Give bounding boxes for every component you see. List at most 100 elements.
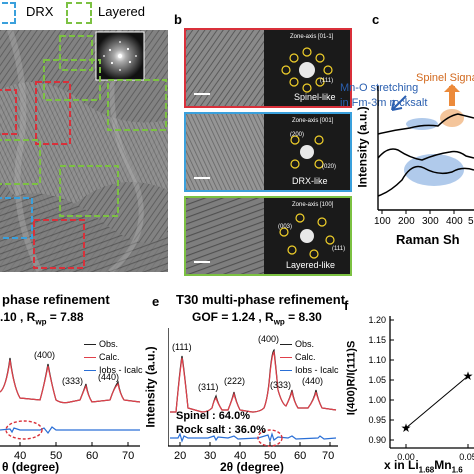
tem-overview-image bbox=[0, 30, 168, 272]
xrd-e-tick-70: 70 bbox=[322, 450, 335, 462]
panel-a: DRX Layered bbox=[0, 0, 170, 272]
ratio-point: ★ bbox=[463, 369, 474, 383]
xrd-d-tick-70: 70 bbox=[122, 450, 135, 462]
raman-ylabel: Intensity (a.u.) bbox=[355, 106, 370, 188]
ratio-ytick-label: 0.90 bbox=[368, 435, 386, 445]
ratio-xlabel: x in Li1.68Mn1.6 bbox=[384, 458, 463, 474]
hrtem-row-drx: Zone-axis [001] (200) (020) DRX-like bbox=[184, 112, 352, 192]
hrtem-layered-image bbox=[186, 198, 264, 274]
xrd-e-tick-30: 30 bbox=[204, 450, 217, 462]
fft-spinel-caption: Spinel-like bbox=[294, 92, 336, 102]
xrd-e-ylabel: Intensity (a.u.) bbox=[143, 346, 158, 428]
raman-annotation-mno-2: in Fm-3m rocksalt bbox=[340, 97, 428, 109]
xrd-d-tick-40: 40 bbox=[14, 450, 27, 462]
ratio-ytick-label: 0.95 bbox=[368, 415, 386, 425]
ratio-ytick-label: 1.20 bbox=[368, 315, 386, 325]
fft-drx-caption: DRX-like bbox=[292, 176, 328, 186]
raman-tick-200: 200 bbox=[398, 216, 415, 227]
legend-drx-label: DRX bbox=[26, 4, 54, 19]
ratio-xtick-label: 0.00 bbox=[397, 452, 415, 462]
raman-arrow-mno bbox=[391, 95, 407, 111]
hrtem-row-layered: Zone-axis [100] (003) (111) Layered-like bbox=[184, 196, 352, 276]
hrtem-drx-image bbox=[186, 114, 264, 190]
panel-d-stats: .10 , Rwp = 7.88 bbox=[0, 310, 84, 327]
panel-c: c Mn-O stretching in Fm-3m rocksalt Spin… bbox=[340, 0, 474, 272]
xrd-e-peak-440: (440) bbox=[302, 376, 324, 386]
ratio-ytick-label: 1.00 bbox=[368, 395, 386, 405]
xrd-e-tick-20: 20 bbox=[174, 450, 187, 462]
xrd-e-peak-400: (400) bbox=[258, 334, 280, 344]
fft-drx-image bbox=[264, 114, 350, 190]
legend-layered-label: Layered bbox=[98, 4, 145, 19]
xrd-d-legend-diff: Iobs - Icalc bbox=[84, 364, 143, 377]
panel-e: e T30 multi-phase refinement GOF = 1.24 … bbox=[144, 292, 345, 474]
xrd-d-tick-50: 50 bbox=[50, 450, 63, 462]
xrd-e-xlabel: 2θ (degree) bbox=[220, 460, 284, 474]
xrd-e-phase-rocksalt: Rock salt : 36.0% bbox=[176, 424, 266, 436]
raman-spectrum-1 bbox=[377, 113, 474, 135]
fft-layered-image bbox=[264, 198, 350, 274]
xrd-e-phase-spinel: Spinel : 64.0% bbox=[176, 410, 250, 422]
raman-tick-300: 300 bbox=[422, 216, 439, 227]
hrtem-row-spinel: (111) Zone-axis [01-1] Spinel-like bbox=[184, 28, 352, 108]
ratio-ytick-label: 1.05 bbox=[368, 375, 386, 385]
panel-e-title: T30 multi-phase refinement bbox=[176, 292, 346, 307]
xrd-e-peak-333: (333) bbox=[270, 380, 292, 390]
ratio-xtick-label: 0.05 bbox=[459, 452, 474, 462]
fft-layered-zone: Zone-axis [100] bbox=[292, 202, 334, 208]
xrd-e-legend-diff: Iobs - Icalc bbox=[280, 364, 339, 377]
panel-d: phase refinement .10 , Rwp = 7.88 (400) … bbox=[0, 292, 150, 474]
fft-layered-caption: Layered-like bbox=[286, 260, 336, 270]
xrd-d-tick-60: 60 bbox=[86, 450, 99, 462]
xrd-d-legend-calc: Calc. bbox=[84, 351, 143, 364]
legend-drx-swatch bbox=[0, 2, 16, 24]
hrtem-spinel-image bbox=[186, 30, 264, 106]
xrd-e-legend-calc: Calc. bbox=[280, 351, 339, 364]
raman-xlabel: Raman Sh bbox=[396, 232, 460, 247]
xrd-e-peak-111: (111) bbox=[172, 342, 192, 352]
xrd-d-peak-400: (400) bbox=[34, 350, 56, 360]
fft-spinel-zone: Zone-axis [01-1] bbox=[290, 34, 334, 40]
fft-spinel-image: (111) bbox=[264, 30, 350, 106]
xrd-d-legend-obs: Obs. bbox=[84, 338, 143, 351]
fft-drx-zone: Zone-axis [001] bbox=[292, 118, 334, 124]
panel-b: b (111) Zone-axis [01-1] Spinel-like bbox=[172, 0, 352, 276]
xrd-d-calc bbox=[0, 359, 141, 404]
raman-tick-500: 5 bbox=[468, 216, 474, 227]
panel-f-letter: f bbox=[344, 298, 349, 313]
xrd-d-diff bbox=[0, 426, 140, 435]
panel-e-letter: e bbox=[152, 294, 160, 309]
panel-b-letter: b bbox=[174, 12, 182, 27]
xrd-e-tick-50: 50 bbox=[264, 450, 277, 462]
xrd-e-tick-60: 60 bbox=[294, 450, 307, 462]
fft-layered-spot-1: (003) bbox=[278, 224, 293, 230]
xrd-e-diff bbox=[170, 431, 337, 444]
raman-spectrum-3 bbox=[377, 165, 474, 197]
raman-plot bbox=[377, 84, 474, 214]
xrd-d-peak-440: (440) bbox=[98, 372, 120, 382]
ratio-ytick-label: 1.15 bbox=[368, 335, 386, 345]
xrd-e-legend-obs: Obs. bbox=[280, 338, 339, 351]
xrd-e-peak-311: (311) bbox=[198, 382, 219, 392]
fft-layered-spot-2: (111) bbox=[332, 246, 346, 252]
raman-spectrum-2 bbox=[377, 148, 474, 161]
xrd-e-tick-40: 40 bbox=[234, 450, 247, 462]
xrd-e-legend: Obs. Calc. Iobs - Icalc bbox=[280, 338, 339, 377]
xrd-d-peak-333: (333) bbox=[62, 376, 84, 386]
ratio-ytick-label: 1.10 bbox=[368, 355, 386, 365]
fft-drx-spot-2: (020) bbox=[322, 164, 337, 170]
ratio-point: ★ bbox=[401, 421, 412, 435]
xrd-d-plot bbox=[0, 357, 141, 447]
xrd-d-xlabel: θ (degree) bbox=[2, 460, 60, 474]
ratio-plot: 0.90 0.95 1.00 1.05 1.10 1.15 1.20 0.00 0.05 ★ ★ bbox=[368, 315, 474, 462]
xrd-e-plot bbox=[168, 328, 338, 447]
raman-annotation-mno-1: Mn-O stretching bbox=[340, 82, 419, 94]
xrd-e-calc bbox=[170, 350, 337, 413]
raman-tick-400: 400 bbox=[446, 216, 463, 227]
panel-d-title: phase refinement bbox=[2, 292, 110, 307]
xrd-d-legend: Obs. Calc. Iobs - Icalc bbox=[84, 338, 143, 377]
xrd-d-highlight bbox=[5, 420, 43, 440]
panel-f: f I(400)R/I(111)S 0.90 0.95 1.00 1.05 1.10 1.… bbox=[338, 292, 474, 474]
raman-tick-100: 100 bbox=[374, 216, 391, 227]
fft-spinel-spot-label: (111) bbox=[320, 78, 333, 84]
